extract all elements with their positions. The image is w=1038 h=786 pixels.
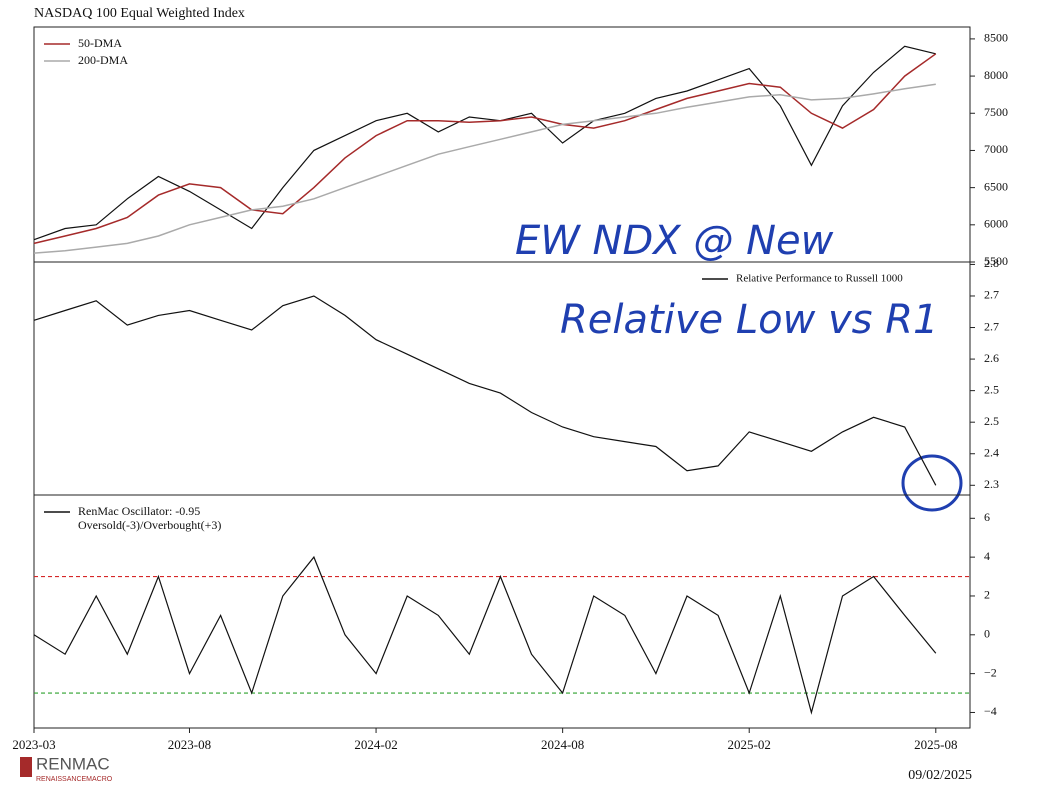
- logo-mark: [20, 757, 32, 777]
- y-tick-label: 7000: [984, 142, 1008, 156]
- date: 09/02/2025: [908, 768, 972, 783]
- x-tick-label: 2025-08: [914, 737, 957, 752]
- y-tick-label: 2.7: [984, 319, 999, 333]
- legend-label: 200-DMA: [78, 53, 128, 67]
- y-tick-label: −4: [984, 704, 997, 718]
- y-tick-label: 7500: [984, 105, 1008, 119]
- y-tick-label: 2.3: [984, 477, 999, 491]
- y-tick-label: 2.7: [984, 288, 999, 302]
- x-tick-label: 2023-03: [12, 737, 55, 752]
- line-series: [33, 295, 937, 486]
- line-series: [33, 45, 936, 241]
- y-tick-label: 2.5: [984, 414, 999, 428]
- line-series: [33, 53, 937, 245]
- chart-title: NASDAQ 100 Equal Weighted Index: [34, 6, 245, 21]
- x-tick-label: 2023-08: [168, 737, 211, 752]
- y-tick-label: 5500: [984, 254, 1008, 268]
- legend-label: RenMac Oscillator: -0.95: [78, 504, 200, 518]
- y-tick-label: 4: [984, 549, 990, 563]
- x-tick-label: 2025-02: [728, 737, 771, 752]
- legend-note: Oversold(-3)/Overbought(+3): [78, 518, 221, 532]
- y-tick-label: 2.4: [984, 445, 999, 459]
- logo-subtitle: RENAISSANCEMACRO: [36, 776, 113, 783]
- y-tick-label: 2.5: [984, 382, 999, 396]
- y-tick-label: 2.6: [984, 351, 999, 365]
- annotation-circle: [901, 454, 963, 512]
- annotation: Relative Low vs R1: [560, 297, 938, 343]
- legend-label: 50-DMA: [78, 36, 122, 50]
- logo: RENMAC: [36, 754, 110, 773]
- y-tick-label: 0: [984, 627, 990, 641]
- annotation: EW NDX @ New: [515, 218, 834, 264]
- y-tick-label: 6000: [984, 217, 1008, 231]
- y-tick-label: 6: [984, 510, 990, 524]
- line-series: [33, 83, 936, 254]
- legend-label: Relative Performance to Russell 1000: [736, 273, 903, 285]
- y-tick-label: 6500: [984, 179, 1008, 193]
- y-tick-label: 2.8: [984, 256, 999, 270]
- x-tick-label: 2024-08: [541, 737, 584, 752]
- panel-frame: [33, 494, 971, 729]
- line-series: [33, 555, 937, 715]
- y-tick-label: 8500: [984, 31, 1008, 45]
- y-tick-label: −2: [984, 665, 997, 679]
- y-tick-label: 2: [984, 588, 990, 602]
- x-tick-label: 2024-02: [354, 737, 397, 752]
- y-tick-label: 8000: [984, 68, 1008, 82]
